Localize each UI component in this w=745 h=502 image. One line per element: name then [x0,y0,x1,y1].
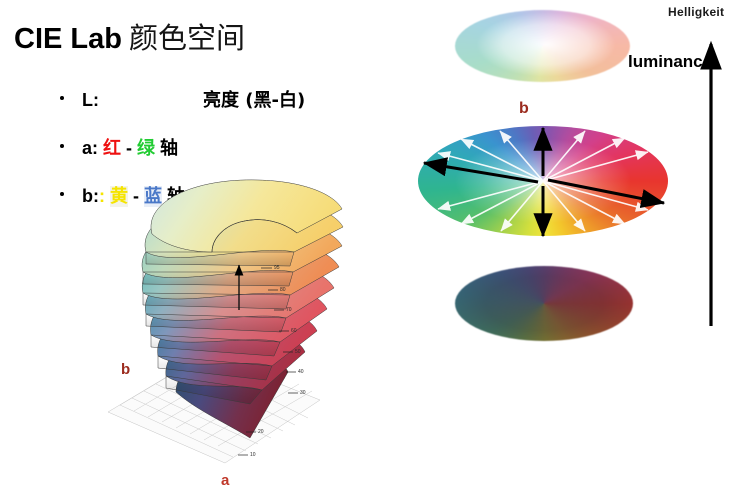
gamut-slice [157,305,318,367]
page-title: CIE Lab 颜色空间 [14,24,245,54]
gamut-slice [145,259,335,321]
bullet-dot-icon [60,144,64,148]
tick-label-70: 70 [286,307,292,313]
tick-label-80: 80 [280,287,286,293]
bullet-b-colon: : [99,186,105,206]
list-item-l: L: 亮度 (黑-白) [60,88,440,136]
bullet-b-axis: 轴 [167,186,186,207]
plot-axis-label-b: b [121,361,131,378]
chroma-wheel-ellipse [418,126,668,236]
bullet-value-l: 亮度 (黑-白) [203,90,306,111]
bullet-a-green: 绿 [137,138,156,159]
tick-label-95: 95 [274,265,280,271]
bullet-label-l: L: [82,90,99,110]
tick-label-30: 30 [300,390,306,396]
bullet-a-dash: - [126,138,133,158]
bullet-dot-icon [60,96,64,100]
title-chinese: 颜色空间 [128,21,245,55]
axis-label-luminance: luminance [628,52,713,71]
bullet-b-blue: 蓝 [144,186,163,207]
list-item-a-body: a: 红-绿 轴 [82,136,178,161]
bullet-label-b: b: [82,186,99,206]
tick-label-40: 40 [298,369,304,375]
bullet-a-axis: 轴 [160,138,179,159]
plot-ground-grid [107,347,321,464]
gamut-slice [141,237,340,300]
tick-label-10: 10 [250,452,256,458]
light-tint-ellipse [455,10,630,82]
bullet-label-a: a: [82,138,99,158]
tick-label-60: 60 [291,328,297,334]
list-item-b: b:: 黄-蓝 轴 [60,184,440,232]
dark-shade-ellipse [455,266,633,341]
tick-label-50: 50 [295,349,301,355]
axis-label-helligkeit: Helligkeit [668,5,725,19]
bullet-list: L: 亮度 (黑-白) a: 红-绿 轴 b:: 黄-蓝 轴 [60,88,440,232]
bullet-a-red: 红 [103,138,122,159]
gamut-slice [165,329,306,391]
list-item-a: a: 红-绿 轴 [60,136,440,184]
bullet-b-yellow: 黄 [110,186,129,207]
bullet-b-dash: - [133,186,140,206]
gamut-slice [150,281,328,343]
tick-label-20: 20 [258,429,264,435]
plot-axis-label-a: a [221,472,230,489]
title-english: CIE Lab [14,23,122,55]
gamut-slice [175,353,289,439]
list-item-l-body: L: 亮度 (黑-白) [82,88,305,113]
bullet-dot-icon [60,192,64,196]
list-item-b-body: b:: 黄-蓝 轴 [82,184,185,209]
gamut-level-ticks [238,267,298,456]
wheel-axis-label-b: b [519,100,529,117]
